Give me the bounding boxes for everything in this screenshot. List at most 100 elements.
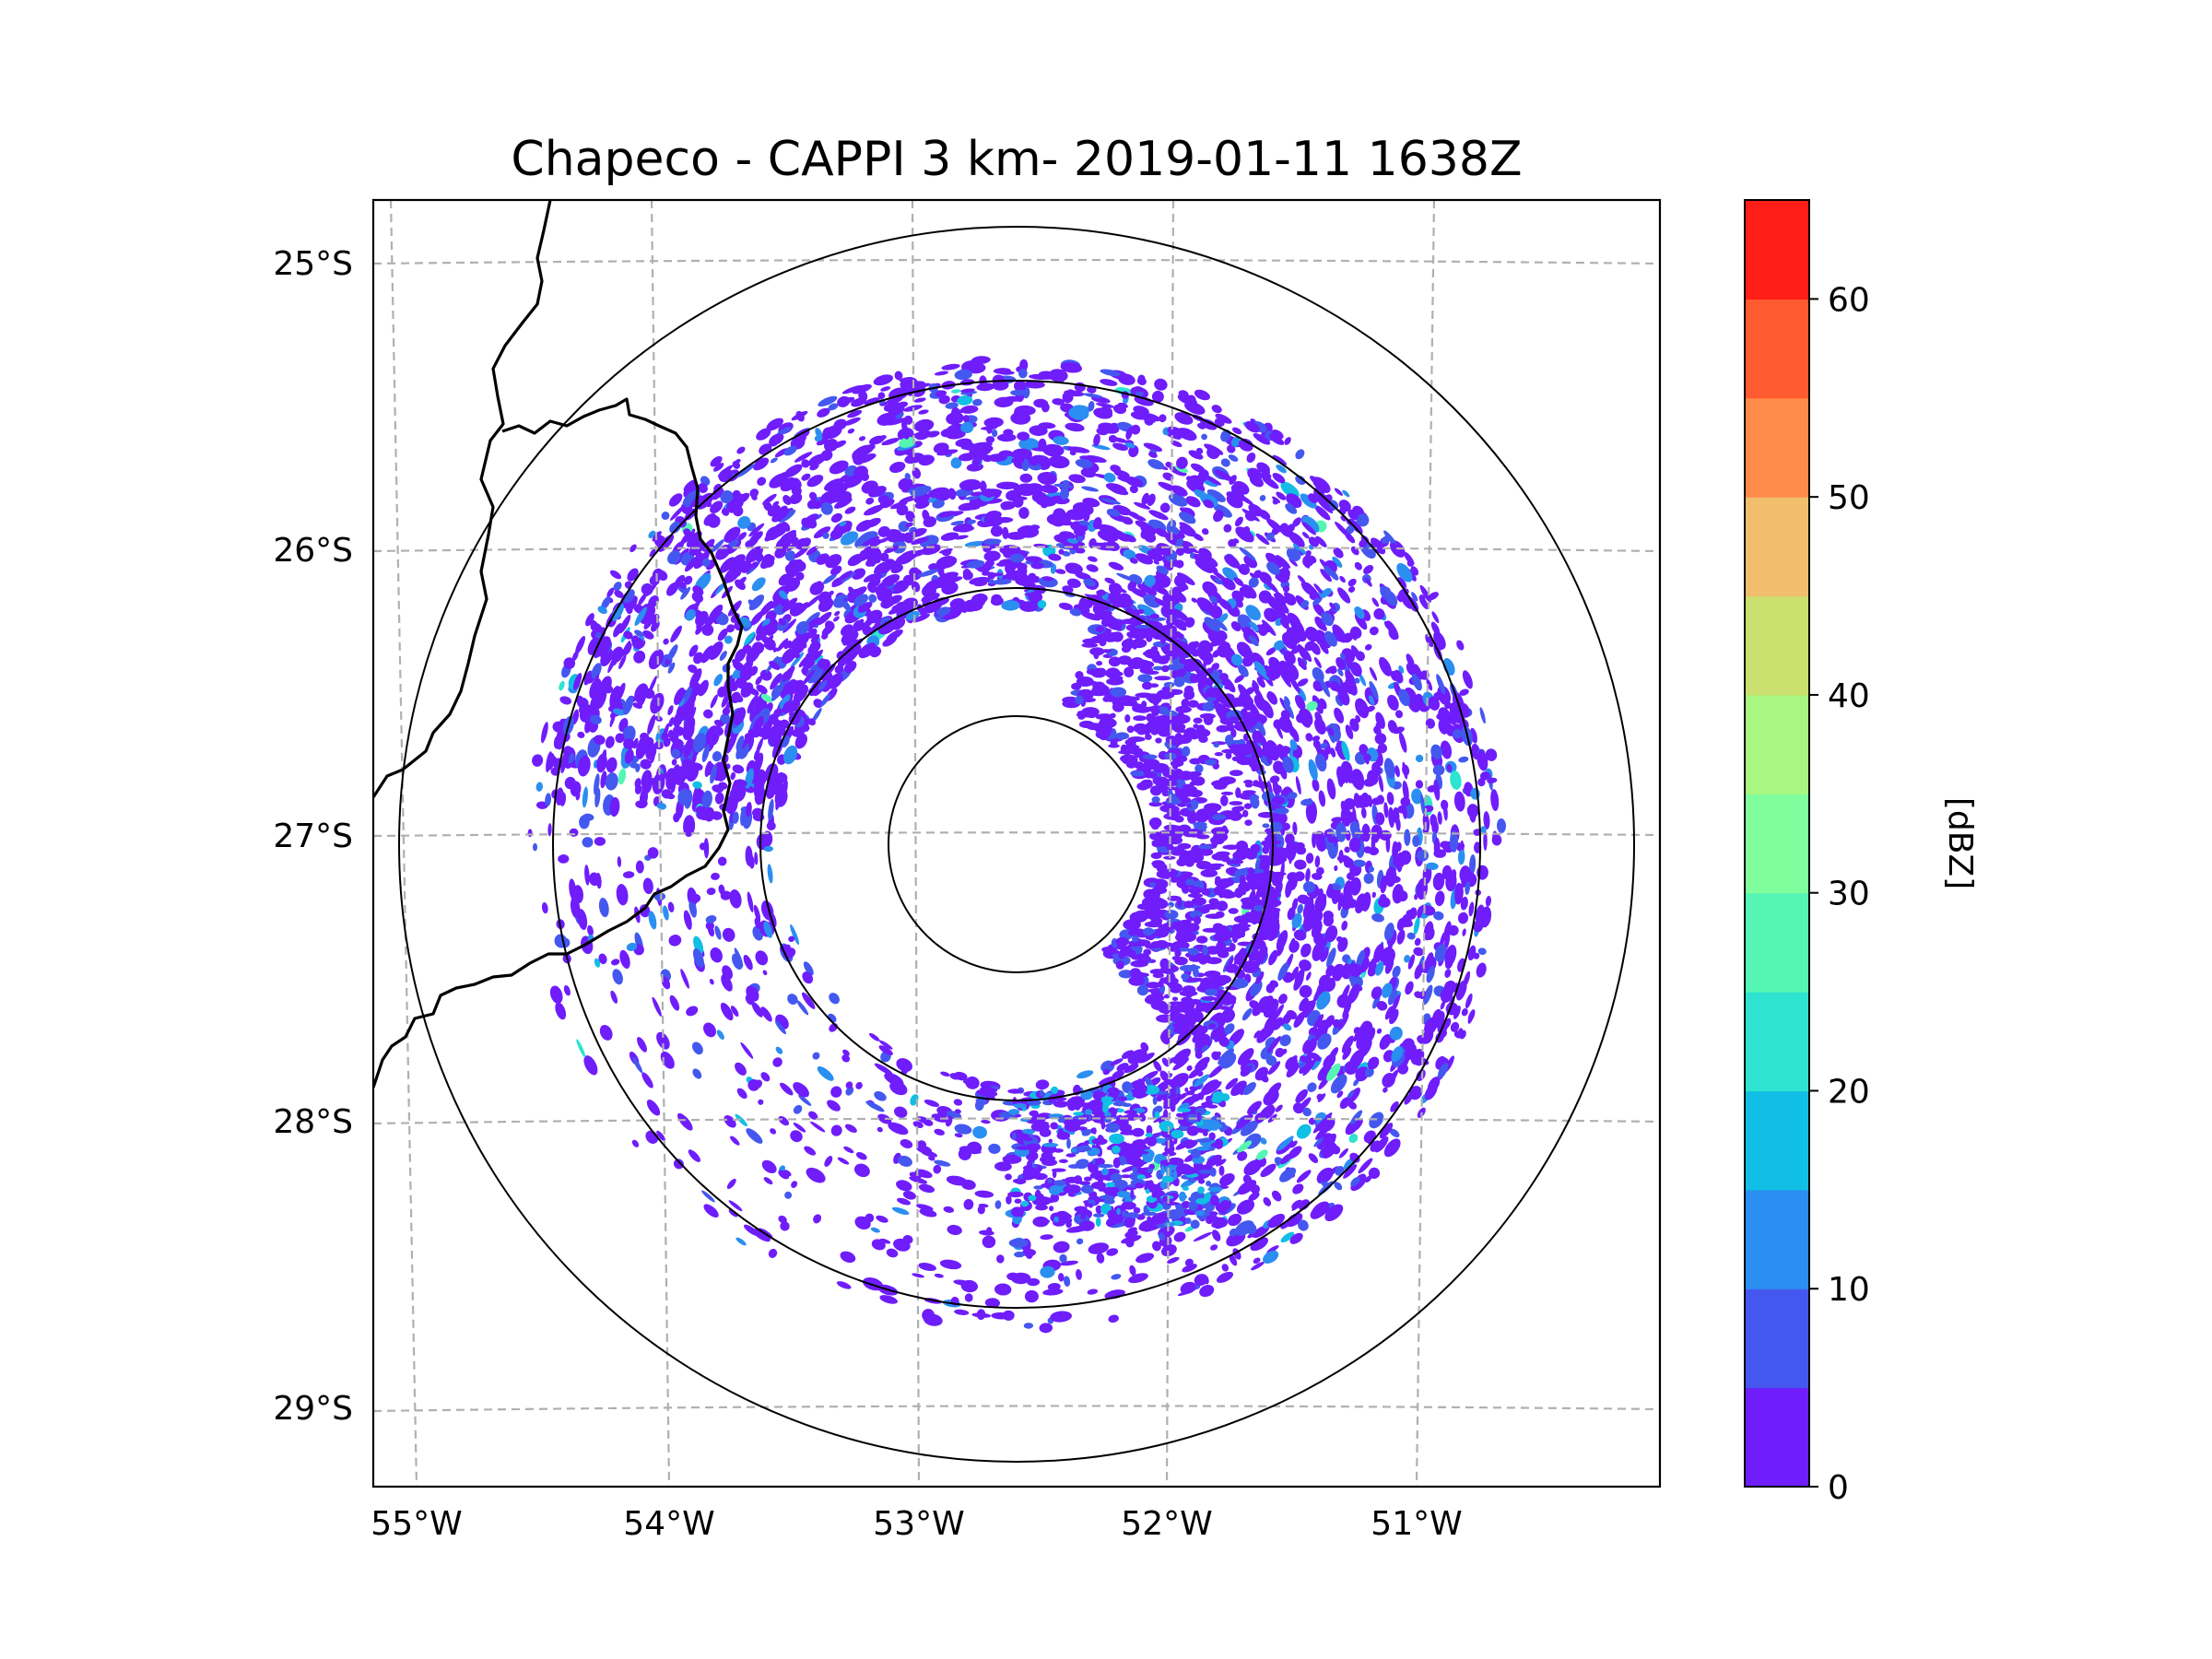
echo-cell: [1188, 450, 1204, 460]
echo-cell: [1186, 923, 1200, 933]
echo-cell: [1021, 1128, 1036, 1135]
echo-cell: [760, 1072, 771, 1082]
echo-cell: [1292, 1102, 1304, 1114]
echo-cell: [1154, 715, 1172, 723]
echo-cell: [1143, 1085, 1160, 1095]
echo-cell: [1014, 1178, 1027, 1184]
echo-cell: [1371, 891, 1376, 899]
echo-cell: [954, 535, 969, 540]
echo-cell: [1220, 613, 1229, 621]
echo-cell: [1179, 657, 1186, 665]
echo-cell: [1426, 678, 1433, 691]
echo-cell: [1166, 1022, 1176, 1030]
echo-cell: [941, 548, 952, 557]
echo-cell: [1173, 1231, 1186, 1242]
echo-cell: [1092, 517, 1102, 530]
map-title: Chapeco - CAPPI 3 km- 2019-01-11 1638Z: [511, 132, 1522, 187]
echo-cell: [960, 388, 975, 394]
echo-cell: [1026, 483, 1044, 494]
echo-cell: [1133, 1206, 1141, 1214]
echo-cell: [736, 464, 755, 478]
echo-cell: [1196, 1146, 1210, 1151]
echo-cell: [794, 452, 813, 463]
echo-cell: [1230, 728, 1237, 738]
echo-cell: [1212, 1230, 1221, 1241]
echo-cell: [1402, 781, 1409, 802]
echo-cell: [686, 531, 702, 547]
echo-cell: [815, 428, 823, 439]
echo-cell: [1156, 565, 1169, 575]
echo-cell: [801, 669, 816, 687]
echo-cell: [712, 490, 723, 500]
echo-cell: [784, 564, 797, 576]
echo-cell: [1097, 1163, 1114, 1169]
echo-cell: [1132, 935, 1139, 943]
echo-cell: [835, 596, 845, 605]
echo-cell: [1343, 880, 1353, 900]
echo-cell: [1042, 1142, 1059, 1147]
echo-cell: [1012, 1215, 1022, 1225]
echo-cell: [782, 597, 798, 613]
echo-cell: [1253, 570, 1263, 579]
echo-cell: [1339, 575, 1346, 583]
echo-cell: [1123, 949, 1136, 957]
echo-cell: [1018, 507, 1030, 519]
echo-cell: [688, 1149, 701, 1162]
echo-cell: [1219, 1052, 1237, 1069]
echo-cell: [1324, 1015, 1335, 1029]
echo-cell: [1262, 902, 1272, 909]
echo-cell: [1072, 501, 1094, 516]
echo-cell: [1413, 947, 1424, 957]
echo-cell: [1204, 865, 1221, 871]
echo-cell: [624, 748, 634, 764]
echo-cell: [1156, 688, 1175, 700]
echo-cell: [829, 460, 849, 475]
echo-cell: [889, 500, 908, 510]
echo-cell: [1066, 538, 1078, 544]
echo-cell: [1171, 996, 1179, 1002]
echo-cell: [1299, 997, 1310, 1012]
echo-cell: [1090, 395, 1111, 404]
echo-cell: [1194, 389, 1210, 401]
echo-cell: [991, 429, 998, 438]
echo-cell: [1328, 726, 1335, 736]
echo-cell: [1145, 779, 1153, 787]
echo-cell: [1189, 998, 1202, 1006]
echo-cell: [1026, 1159, 1033, 1171]
echo-cell: [1411, 673, 1422, 691]
echo-cell: [1440, 740, 1453, 759]
echo-cell: [1326, 947, 1336, 968]
echo-cell: [793, 1123, 806, 1133]
echo-cell: [1211, 405, 1222, 414]
echo-cell: [703, 709, 713, 719]
echo-cell: [897, 1197, 911, 1206]
echo-cell: [736, 532, 747, 541]
echo-cell: [1308, 1153, 1319, 1163]
echo-cell: [1280, 710, 1290, 721]
echo-cell: [1291, 898, 1299, 911]
echo-cell: [1425, 862, 1439, 871]
echo-cell: [909, 1176, 928, 1184]
echo-cell: [1402, 761, 1408, 780]
echo-cell: [793, 477, 802, 488]
echo-cell: [1156, 1014, 1174, 1023]
echo-cell: [983, 417, 1004, 429]
echo-cell: [1396, 918, 1406, 931]
echo-cell: [1273, 719, 1283, 730]
echo-cell: [1124, 1063, 1139, 1074]
echo-cell: [1253, 1030, 1261, 1039]
echo-cell: [844, 1124, 857, 1134]
echo-cell: [1087, 1288, 1099, 1295]
echo-cell: [627, 568, 639, 582]
echo-cell: [1010, 389, 1028, 396]
echo-cell: [962, 1079, 971, 1085]
echo-cell: [977, 1205, 985, 1215]
echo-cell: [1432, 872, 1445, 891]
echo-cell: [1042, 1288, 1064, 1296]
echo-cell: [954, 1109, 961, 1114]
echo-cell: [1304, 641, 1316, 652]
echo-cell: [1088, 401, 1095, 412]
echo-cell: [1239, 438, 1253, 452]
echo-cell: [923, 1119, 934, 1126]
echo-cell: [1386, 792, 1394, 806]
